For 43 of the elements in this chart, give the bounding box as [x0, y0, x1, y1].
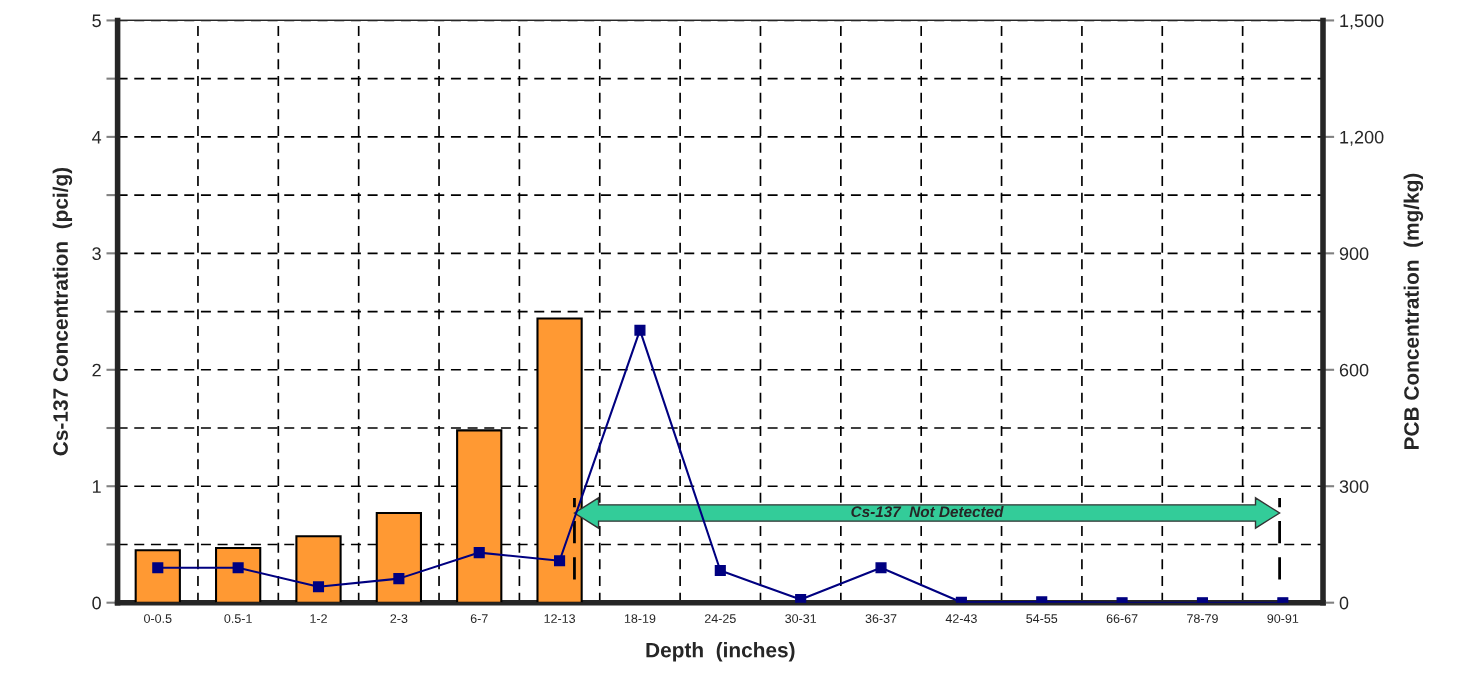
x-tick-label: 42-43 — [945, 614, 977, 623]
y2-tick-label: 1,200 — [1340, 130, 1384, 146]
point — [312, 581, 325, 593]
y-tick-label: 4 — [92, 131, 102, 144]
point — [473, 547, 485, 559]
x-tick-label: 0.5-1 — [224, 614, 252, 623]
point — [554, 555, 566, 567]
y-axis-title: Cs-137 Concentration (pci/g) — [52, 167, 73, 456]
x-tick-label: 1-2 — [310, 614, 327, 623]
y2-tick-label: 1,500 — [1340, 14, 1384, 30]
x-tick-label: 0-0.5 — [144, 614, 172, 623]
point — [714, 564, 726, 577]
x-tick-label: 2-3 — [390, 614, 408, 623]
point — [875, 562, 887, 574]
x-tick-label: 18-19 — [624, 614, 656, 623]
bar — [134, 549, 181, 603]
x-tick-label: 12-13 — [544, 614, 576, 623]
point — [393, 573, 405, 585]
annotation: Cs-137 Not Detected — [851, 505, 1004, 518]
x-tick-label: 24-25 — [704, 614, 736, 623]
x-tick-label: 30-31 — [785, 614, 817, 623]
point — [152, 562, 164, 574]
x-tick-label: 66-67 — [1106, 614, 1138, 623]
y-tick-label: 2 — [92, 363, 101, 377]
point — [232, 562, 244, 574]
y-tick-label: 3 — [92, 247, 101, 261]
y2-tick-label: 0 — [1339, 596, 1349, 610]
y2-tick-label: 300 — [1339, 480, 1369, 493]
x-tick-label: 78-79 — [1187, 614, 1218, 623]
y-tick-label: 0 — [92, 596, 101, 610]
x-axis-title: Depth (inches) — [646, 642, 795, 662]
x-tick-label: 6-7 — [470, 614, 488, 623]
bar — [215, 546, 262, 603]
point — [795, 594, 807, 603]
x-tick-label: 54-55 — [1026, 614, 1058, 623]
point — [634, 324, 646, 336]
x-tick-label: 36-37 — [865, 614, 897, 623]
y2-tick-label: 600 — [1339, 363, 1369, 377]
y2-tick-label: 900 — [1339, 247, 1369, 261]
x-tick-label: 90-91 — [1267, 614, 1299, 623]
y2-axis-title: PCB Concentration (mg/kg) — [1403, 173, 1424, 450]
y-tick-label: 1 — [92, 480, 101, 493]
y-tick-label: 5 — [92, 14, 101, 28]
